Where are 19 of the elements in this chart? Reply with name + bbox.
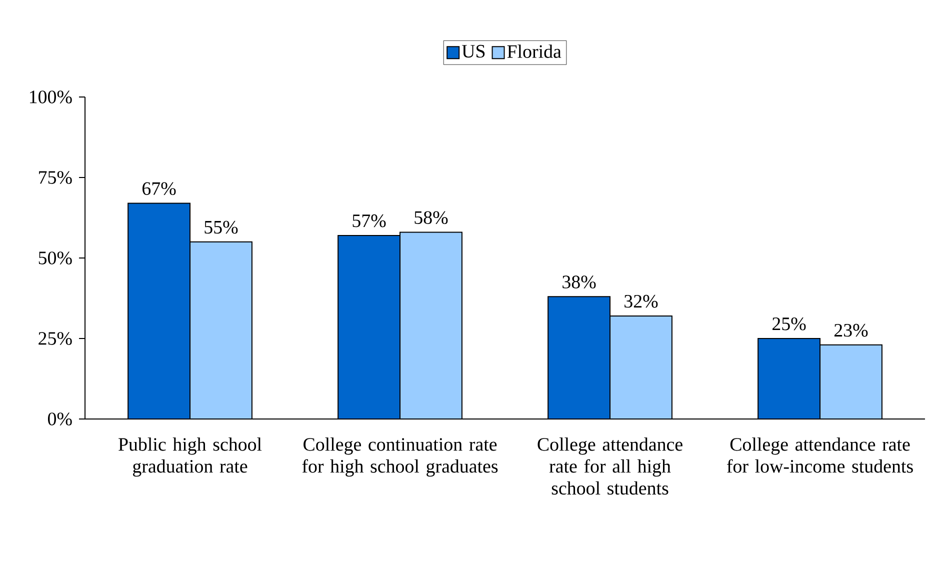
legend-label: US bbox=[462, 44, 485, 58]
x-tick-label: College attendance rate for low-income students bbox=[727, 438, 913, 473]
x-tick-label: College continuation rate for high school graduates bbox=[302, 438, 498, 477]
y-tick-label: 25% bbox=[38, 332, 72, 345]
data-label: 67% bbox=[142, 182, 176, 196]
y-tick-label: 50% bbox=[38, 252, 72, 264]
x-tick-label: Public high school graduation rate bbox=[118, 438, 262, 477]
data-label: 23% bbox=[834, 324, 868, 337]
y-tick-label: 0% bbox=[48, 412, 72, 426]
data-label: 57% bbox=[352, 214, 386, 228]
legend-label: Florida bbox=[507, 44, 562, 58]
y-tick-label: 100% bbox=[30, 90, 72, 104]
data-label: 55% bbox=[204, 220, 238, 234]
x-tick-label: College attendance rate for all high school students bbox=[538, 438, 682, 495]
data-label: 58% bbox=[414, 211, 448, 224]
data-label: 38% bbox=[562, 276, 596, 288]
data-label: 25% bbox=[772, 317, 806, 330]
y-tick-label: 75% bbox=[39, 171, 72, 184]
data-label: 32% bbox=[624, 294, 658, 308]
